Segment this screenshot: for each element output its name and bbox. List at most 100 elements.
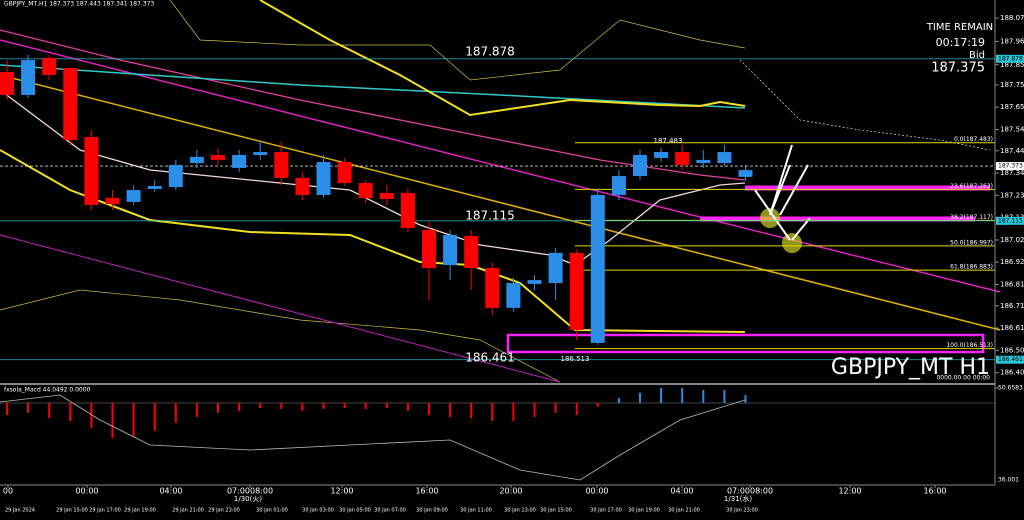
candle-body: [105, 197, 120, 205]
candle-body: [126, 190, 141, 202]
x-minor-label: 29 Jan 23:00: [208, 508, 240, 514]
y-tick-label: 187.96: [1000, 37, 1024, 45]
x-minor-label: 30 Jan 13:00: [504, 508, 536, 514]
candle-body: [211, 155, 225, 160]
macd-title: fxsola_Macd 44.0492 0.0000: [4, 387, 91, 394]
x-minor-label: 29 Jan 17:00: [89, 508, 121, 514]
arrow: [769, 144, 793, 216]
x-tick-label: 04:00: [159, 487, 182, 496]
y-tick-label: 187.755: [1000, 81, 1024, 89]
candle-body: [274, 152, 289, 178]
y-tick-label: 186.610: [1000, 324, 1024, 332]
arrow: [779, 164, 809, 216]
candle-body: [654, 152, 669, 158]
price-plot: [0, 54, 995, 361]
candle-body: [232, 155, 247, 168]
x-tick-label: 07:0008:00: [727, 487, 773, 496]
fib-label: 38.2(187.117): [950, 214, 993, 221]
annotation: 187.483: [654, 137, 683, 145]
trend-line: [0, 74, 1001, 331]
symbol-header: GBPJPY_MT,H1 187.373 187.443 187.341 187…: [4, 1, 154, 8]
annotation: 186.513: [561, 355, 590, 363]
candle-body: [337, 162, 352, 184]
candle-body: [21, 60, 36, 95]
watermark: GBPJPY_MT H1: [831, 355, 990, 380]
x-minor-label: 30 Jan 23:00: [726, 508, 758, 514]
indicators: [0, 0, 1001, 383]
moving-average: [259, 0, 746, 117]
candle-body: [443, 235, 458, 266]
moving-average: [0, 149, 746, 333]
y-tick-label: 187.445: [1000, 147, 1024, 155]
x-minor-label: 30 Jan 15:00: [540, 508, 572, 514]
x-tick-label: 12:00: [330, 487, 353, 496]
x-tick-label: 04:00: [670, 487, 693, 496]
x-tick-label: 12:00: [838, 487, 861, 496]
price-tag: [996, 162, 1024, 171]
x-minor-label: 30 Jan 01:00: [256, 508, 288, 514]
candle-body: [189, 156, 204, 164]
x-minor-label: 30 Jan 03:00: [302, 508, 334, 514]
candle-body: [548, 252, 563, 284]
y-tick-label: 187.235: [1000, 191, 1024, 199]
candle-body: [379, 193, 394, 199]
candle-body: [506, 283, 521, 308]
candle-body: [253, 152, 268, 156]
moving-average: [0, 64, 746, 109]
fib-label: 0.0(187.483): [954, 136, 993, 143]
x-tick-label: 07:0008:00: [227, 487, 273, 496]
y-tick-label: 188.070: [1000, 14, 1024, 22]
macd-scale: 36.001: [998, 477, 1019, 484]
candle-body: [717, 152, 732, 164]
x-minor-label: 29 Jan 21:00: [172, 508, 204, 514]
x-minor-label: 30 Jan 07:00: [374, 508, 406, 514]
candle-body: [147, 186, 162, 189]
x-tick-label: 20:00: [499, 487, 522, 496]
candle-body: [590, 194, 605, 343]
date-stub: 0000.00.00 00:00: [936, 375, 990, 382]
bid: 187.375: [931, 61, 985, 76]
candle-body: [295, 177, 310, 195]
bid-label: Bid: [969, 50, 985, 61]
x-minor-label: 29 Jan 15:00: [56, 508, 88, 514]
x-minor-label: 29 Jan 19:00: [124, 508, 156, 514]
candle-body: [422, 229, 436, 268]
candle-body: [611, 176, 626, 195]
x-tick-label: 00:00: [75, 487, 98, 496]
y-tick-label: 187.340: [1000, 169, 1024, 177]
y-tick-label: 187.025: [1000, 236, 1024, 244]
marker: [760, 208, 780, 228]
candle-body: [63, 67, 78, 140]
moving-average: [0, 29, 746, 181]
candle-body: [168, 164, 183, 188]
macd-signal: [0, 394, 746, 481]
bollinger-lower: [0, 289, 561, 383]
time-remain-label: TIME REMAIN: [926, 22, 993, 33]
candle-body: [42, 57, 57, 75]
candle-body: [527, 280, 542, 284]
x-minor-label: 30 Jan 05:00: [339, 508, 371, 514]
zone-box: [506, 333, 985, 354]
moving-average: [0, 89, 746, 266]
trend-line: [0, 39, 1001, 293]
candle-body: [569, 252, 584, 330]
annotation: 187.115: [465, 209, 515, 223]
candle-body: [358, 183, 373, 198]
y-tick-label: 186.715: [1000, 302, 1024, 310]
y-tick-label: 186.400: [1000, 369, 1024, 377]
y-tick-label: 187.850: [1000, 61, 1024, 69]
price-tag-label: 187.373: [998, 163, 1023, 170]
time-remain: 00:17:19: [936, 36, 985, 49]
candle-body: [316, 162, 331, 195]
y-tick-label: 186.920: [1000, 258, 1024, 266]
x-minor-label: 30 Jan 17:00: [590, 508, 622, 514]
price-tag-label: 186.461: [998, 356, 1023, 363]
candle-body: [696, 159, 711, 164]
fib-label: 50.0(186.997): [950, 239, 993, 246]
x-date-label: 1/31(水): [724, 494, 752, 503]
annotation: 186.461: [465, 351, 515, 365]
candle-body: [400, 193, 415, 229]
y-tick-label: 187.545: [1000, 126, 1024, 134]
trend-line: [0, 234, 561, 383]
